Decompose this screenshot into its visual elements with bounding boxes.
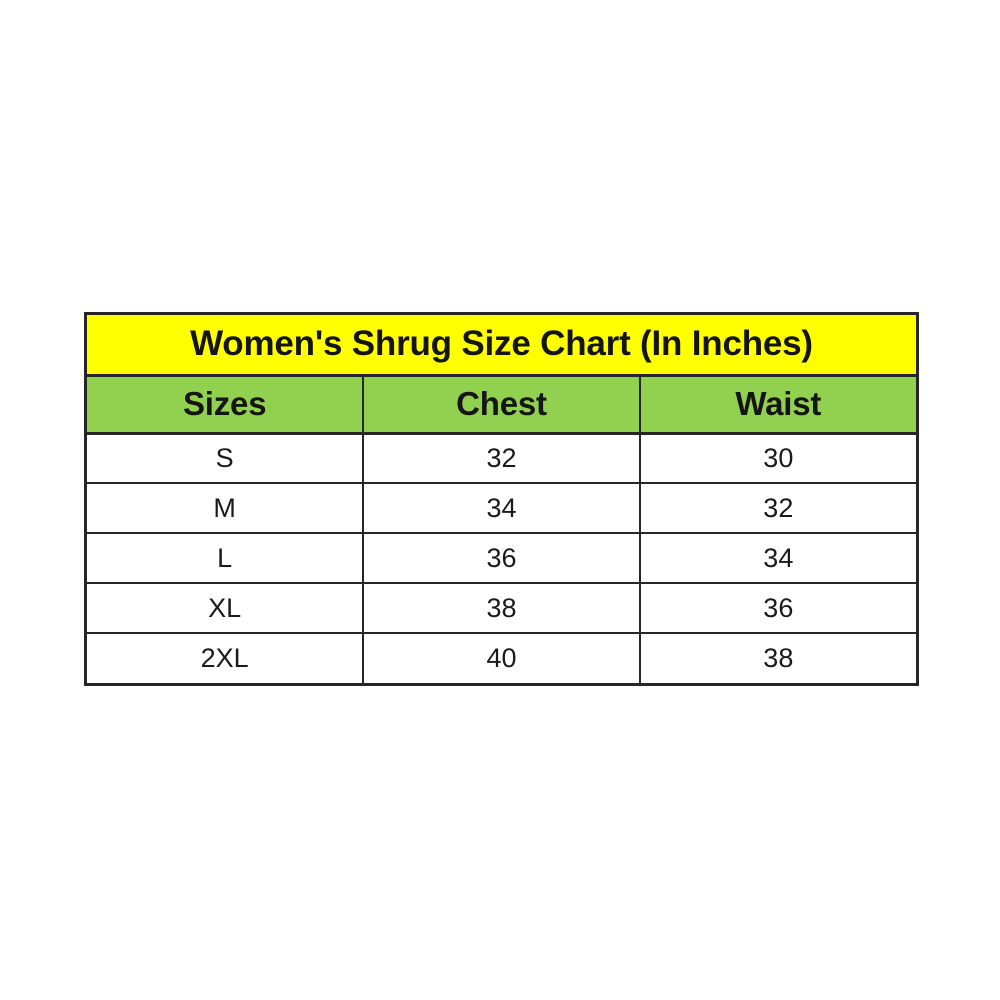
table-title-row: Women's Shrug Size Chart (In Inches) — [87, 315, 916, 377]
cell-size: S — [87, 432, 365, 483]
table-row: L 36 34 — [87, 532, 916, 583]
cell-size: XL — [87, 582, 365, 633]
table-header-row: Sizes Chest Waist — [87, 375, 916, 435]
cell-chest: 38 — [363, 582, 641, 633]
size-chart-table: Women's Shrug Size Chart (In Inches) Siz… — [87, 315, 916, 683]
page-title: Women's Shrug Size Chart (In Inches) — [87, 315, 916, 377]
size-chart-container: Women's Shrug Size Chart (In Inches) Siz… — [84, 312, 919, 686]
cell-size: 2XL — [87, 632, 365, 683]
column-header-waist: Waist — [639, 375, 916, 435]
cell-size: M — [87, 482, 365, 533]
table-row: M 34 32 — [87, 482, 916, 533]
cell-waist: 38 — [639, 632, 916, 683]
table-row: 2XL 40 38 — [87, 632, 916, 683]
cell-waist: 30 — [639, 432, 916, 483]
cell-chest: 40 — [363, 632, 641, 683]
column-header-chest: Chest — [363, 375, 641, 435]
column-header-sizes: Sizes — [87, 375, 365, 435]
table-row: S 32 30 — [87, 432, 916, 483]
table-row: XL 38 36 — [87, 582, 916, 633]
cell-waist: 36 — [639, 582, 916, 633]
cell-chest: 34 — [363, 482, 641, 533]
cell-waist: 32 — [639, 482, 916, 533]
cell-waist: 34 — [639, 532, 916, 583]
cell-chest: 36 — [363, 532, 641, 583]
cell-chest: 32 — [363, 432, 641, 483]
cell-size: L — [87, 532, 365, 583]
